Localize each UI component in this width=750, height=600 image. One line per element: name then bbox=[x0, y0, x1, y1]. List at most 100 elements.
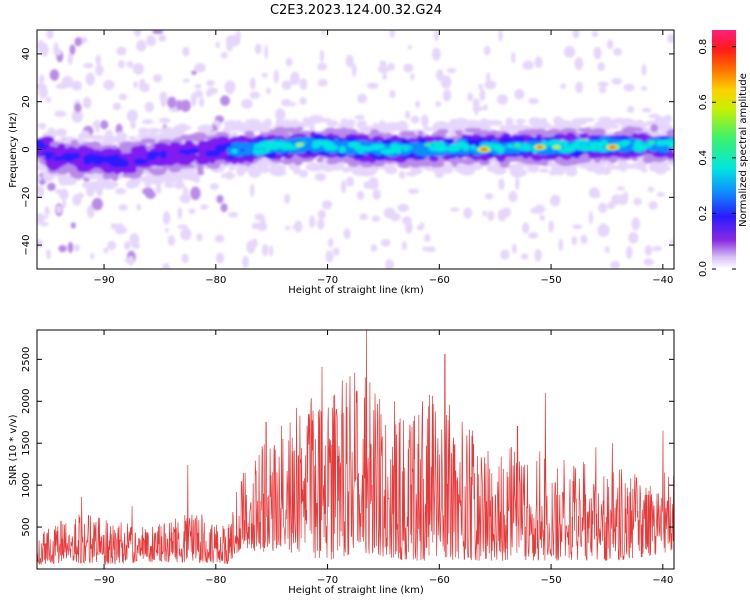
heatmap-cell bbox=[597, 81, 609, 87]
heatmap-cell bbox=[45, 96, 52, 103]
heatmap-cell bbox=[370, 165, 379, 172]
heatmap-cell bbox=[215, 252, 225, 264]
heatmap-cell bbox=[610, 124, 620, 130]
heatmap-cell bbox=[196, 233, 203, 242]
snr-y-axis: 500 1000 1500 2000 2500 bbox=[21, 347, 674, 537]
heatmap-cell bbox=[317, 209, 326, 220]
heatmap-cell bbox=[81, 182, 93, 189]
y-tick-label: 1500 bbox=[21, 430, 32, 455]
heatmap-cell bbox=[227, 211, 239, 218]
heatmap-cell bbox=[380, 148, 396, 155]
heatmap-cell bbox=[249, 183, 255, 198]
heatmap-cell bbox=[446, 123, 459, 129]
snr-series-line bbox=[37, 330, 674, 566]
heatmap-cell bbox=[621, 140, 631, 145]
heatmap-cell bbox=[49, 69, 60, 81]
heatmap-cell bbox=[61, 75, 74, 89]
heatmap-cell bbox=[644, 245, 653, 256]
heatmap-cell bbox=[52, 155, 65, 162]
heatmap-cell bbox=[511, 51, 516, 64]
heatmap-cell bbox=[59, 188, 69, 201]
heatmap-cell bbox=[560, 83, 567, 89]
heatmap-cell bbox=[230, 142, 245, 148]
heatmap-cell bbox=[37, 139, 44, 149]
heatmap-cell bbox=[94, 119, 100, 133]
heatmap-cell bbox=[110, 222, 117, 230]
heatmap-cell bbox=[627, 105, 635, 114]
heatmap-cell bbox=[317, 62, 328, 71]
heatmap-cell bbox=[467, 92, 474, 102]
heatmap-cell bbox=[416, 224, 425, 231]
heatmap-cell bbox=[136, 203, 142, 211]
heatmap-cell bbox=[37, 239, 44, 249]
heatmap-cell bbox=[44, 206, 50, 216]
heatmap-cell bbox=[296, 143, 303, 147]
heatmap-cell bbox=[292, 224, 301, 230]
heatmap-cell bbox=[401, 240, 407, 251]
heatmap-cell bbox=[425, 143, 432, 147]
y-tick-label: −20 bbox=[21, 187, 32, 208]
heatmap-cell bbox=[397, 203, 409, 213]
heatmap-cell bbox=[289, 71, 300, 86]
heatmap-cell bbox=[511, 127, 520, 136]
heatmap-cell bbox=[127, 255, 135, 266]
heatmap-cell bbox=[505, 117, 514, 126]
x-tick-label: −60 bbox=[429, 575, 450, 586]
colorbar-tick-label: 0.0 bbox=[698, 261, 709, 277]
heatmap-cell bbox=[276, 141, 287, 149]
heatmap-cell bbox=[162, 262, 171, 269]
heatmap-cell bbox=[597, 62, 606, 72]
heatmap-cell bbox=[334, 142, 350, 149]
heatmap-cell bbox=[278, 164, 287, 171]
heatmap-cell bbox=[496, 94, 508, 105]
heatmap-cell bbox=[434, 169, 444, 179]
heatmap-cell bbox=[70, 139, 79, 148]
heatmap-cell bbox=[515, 176, 520, 190]
heatmap-cell bbox=[534, 249, 542, 262]
heatmap-cell bbox=[380, 238, 391, 247]
colorbar-tick-label: 0.8 bbox=[698, 39, 709, 55]
heatmap-cell bbox=[136, 159, 147, 165]
heatmap-cell bbox=[633, 197, 642, 206]
heatmap-cell bbox=[346, 176, 354, 187]
heatmap-cell bbox=[103, 247, 109, 254]
heatmap-cell bbox=[463, 207, 473, 219]
heatmap-cell bbox=[241, 98, 253, 109]
heatmap-cell bbox=[574, 56, 584, 71]
x-tick-label: −50 bbox=[541, 575, 562, 586]
heatmap-cell bbox=[270, 158, 283, 164]
heatmap-cell bbox=[82, 154, 97, 162]
heatmap-cell bbox=[507, 156, 521, 162]
heatmap-cell bbox=[280, 98, 292, 107]
heatmap-cell bbox=[103, 79, 115, 91]
heatmap-cell bbox=[37, 164, 49, 172]
heatmap-cell bbox=[103, 144, 115, 150]
heatmap-cell bbox=[498, 178, 505, 191]
heatmap-cell bbox=[482, 210, 487, 217]
heatmap-cell bbox=[126, 182, 136, 189]
heatmap-cell bbox=[405, 221, 413, 234]
colorbar-tick-label: 0.2 bbox=[698, 205, 709, 221]
heatmap-cell bbox=[73, 244, 80, 252]
spectrogram-panel: −90 −80 −70 −60 −50 −40 −40 −20 0 20 40 Height of… bbox=[8, 29, 675, 296]
heatmap-cell bbox=[117, 226, 128, 234]
heatmap-cell bbox=[410, 73, 415, 81]
heatmap-cell bbox=[281, 80, 292, 90]
heatmap-cell bbox=[133, 30, 142, 37]
heatmap-cell bbox=[249, 77, 256, 90]
heatmap-cell bbox=[435, 101, 442, 107]
heatmap-cell bbox=[167, 234, 176, 247]
heatmap-cell bbox=[511, 243, 517, 254]
y-tick-label: 1000 bbox=[21, 472, 32, 497]
heatmap-cell bbox=[87, 135, 104, 140]
heatmap-cell bbox=[579, 117, 589, 124]
heatmap-cell bbox=[417, 130, 424, 136]
spectrogram-y-label: Frequency (Hz) bbox=[8, 112, 19, 188]
heatmap-cell bbox=[667, 33, 674, 44]
heatmap-cell bbox=[625, 245, 633, 260]
heatmap-cell bbox=[594, 157, 601, 163]
heatmap-cell bbox=[426, 246, 436, 253]
spectrogram-x-label: Height of straight line (km) bbox=[288, 285, 424, 296]
heatmap-cell bbox=[407, 188, 419, 195]
y-tick-label: 2500 bbox=[21, 347, 32, 372]
